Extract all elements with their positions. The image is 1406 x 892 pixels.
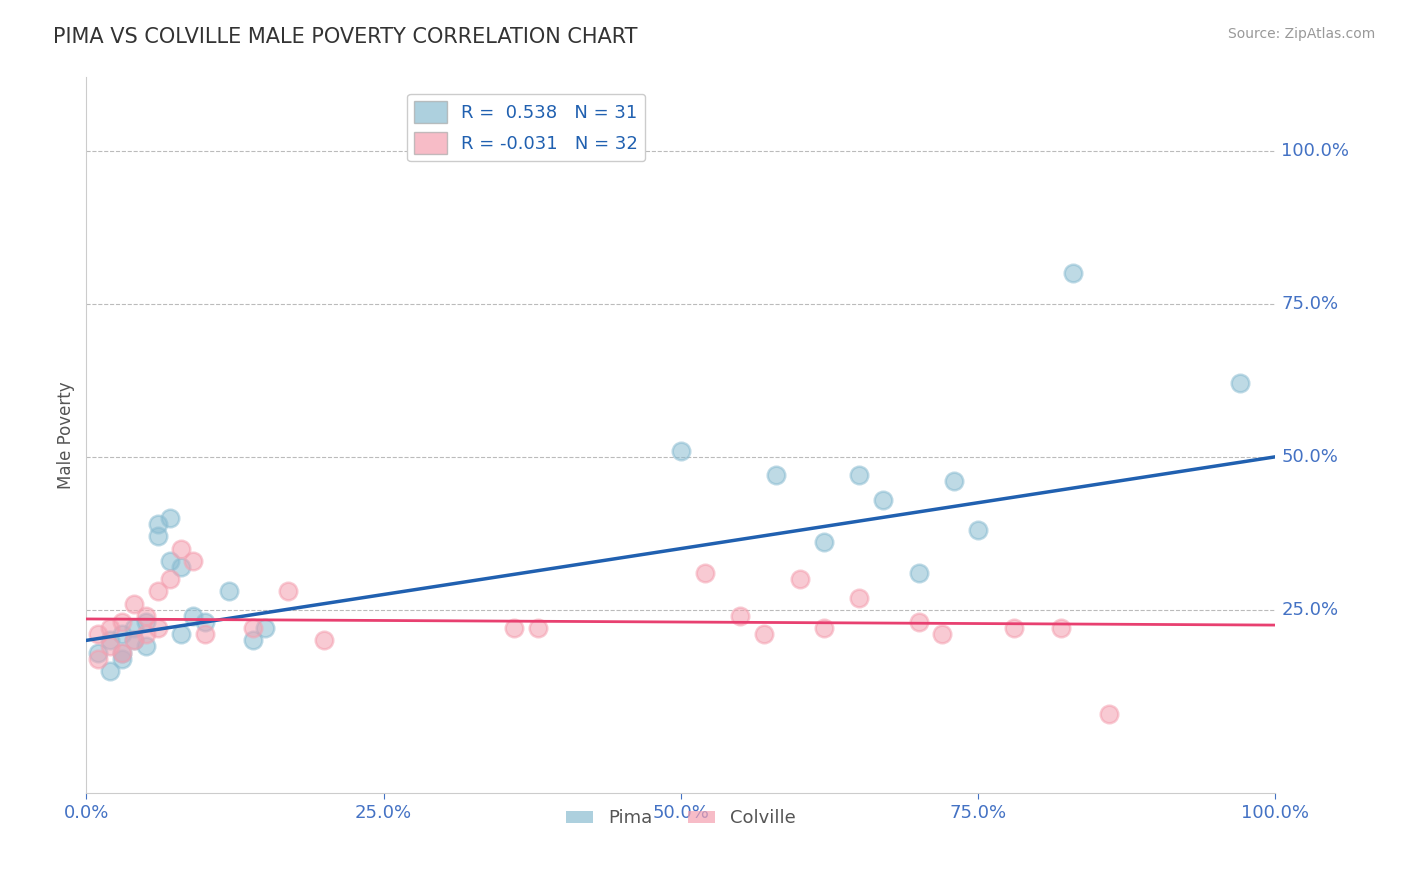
Point bbox=[111, 646, 134, 660]
Point bbox=[1229, 376, 1251, 391]
Point bbox=[931, 627, 953, 641]
Point bbox=[669, 443, 692, 458]
Point bbox=[98, 664, 121, 678]
Point bbox=[527, 621, 550, 635]
Point bbox=[170, 560, 193, 574]
Point bbox=[135, 608, 157, 623]
Point bbox=[87, 646, 110, 660]
Point bbox=[98, 640, 121, 654]
Point bbox=[170, 541, 193, 556]
Point bbox=[111, 651, 134, 665]
Point bbox=[135, 615, 157, 629]
Point bbox=[242, 621, 264, 635]
Point bbox=[146, 621, 169, 635]
Point bbox=[122, 633, 145, 648]
Point bbox=[194, 615, 217, 629]
Text: 75.0%: 75.0% bbox=[1281, 295, 1339, 313]
Point bbox=[693, 566, 716, 580]
Point bbox=[813, 621, 835, 635]
Text: PIMA VS COLVILLE MALE POVERTY CORRELATION CHART: PIMA VS COLVILLE MALE POVERTY CORRELATIO… bbox=[53, 27, 638, 46]
Point bbox=[1098, 706, 1121, 721]
Y-axis label: Male Poverty: Male Poverty bbox=[58, 382, 75, 489]
Point bbox=[1002, 621, 1025, 635]
Legend: Pima, Colville: Pima, Colville bbox=[560, 802, 803, 834]
Point bbox=[159, 511, 181, 525]
Text: 25.0%: 25.0% bbox=[1281, 601, 1339, 619]
Point bbox=[135, 627, 157, 641]
Point bbox=[146, 584, 169, 599]
Text: 50.0%: 50.0% bbox=[1281, 448, 1339, 466]
Point bbox=[194, 627, 217, 641]
Point bbox=[135, 640, 157, 654]
Point bbox=[314, 633, 336, 648]
Point bbox=[159, 554, 181, 568]
Point bbox=[253, 621, 276, 635]
Point bbox=[181, 554, 204, 568]
Text: 100.0%: 100.0% bbox=[1281, 142, 1350, 160]
Point bbox=[848, 468, 870, 483]
Point bbox=[907, 615, 929, 629]
Text: Source: ZipAtlas.com: Source: ZipAtlas.com bbox=[1227, 27, 1375, 41]
Point bbox=[1062, 266, 1084, 280]
Point bbox=[111, 627, 134, 641]
Point bbox=[967, 523, 990, 537]
Point bbox=[765, 468, 787, 483]
Point bbox=[813, 535, 835, 549]
Point bbox=[907, 566, 929, 580]
Point bbox=[87, 651, 110, 665]
Point bbox=[789, 572, 811, 586]
Point bbox=[170, 627, 193, 641]
Point bbox=[242, 633, 264, 648]
Point bbox=[122, 597, 145, 611]
Point bbox=[111, 646, 134, 660]
Point bbox=[98, 621, 121, 635]
Point bbox=[730, 608, 752, 623]
Point bbox=[146, 517, 169, 532]
Point bbox=[848, 591, 870, 605]
Point bbox=[181, 608, 204, 623]
Point bbox=[98, 633, 121, 648]
Point bbox=[146, 529, 169, 543]
Point bbox=[122, 621, 145, 635]
Point bbox=[111, 615, 134, 629]
Point bbox=[872, 492, 894, 507]
Point bbox=[159, 572, 181, 586]
Point bbox=[503, 621, 526, 635]
Point bbox=[752, 627, 775, 641]
Point bbox=[218, 584, 240, 599]
Point bbox=[87, 627, 110, 641]
Point bbox=[943, 475, 966, 489]
Point bbox=[122, 633, 145, 648]
Point bbox=[277, 584, 299, 599]
Point bbox=[1050, 621, 1073, 635]
